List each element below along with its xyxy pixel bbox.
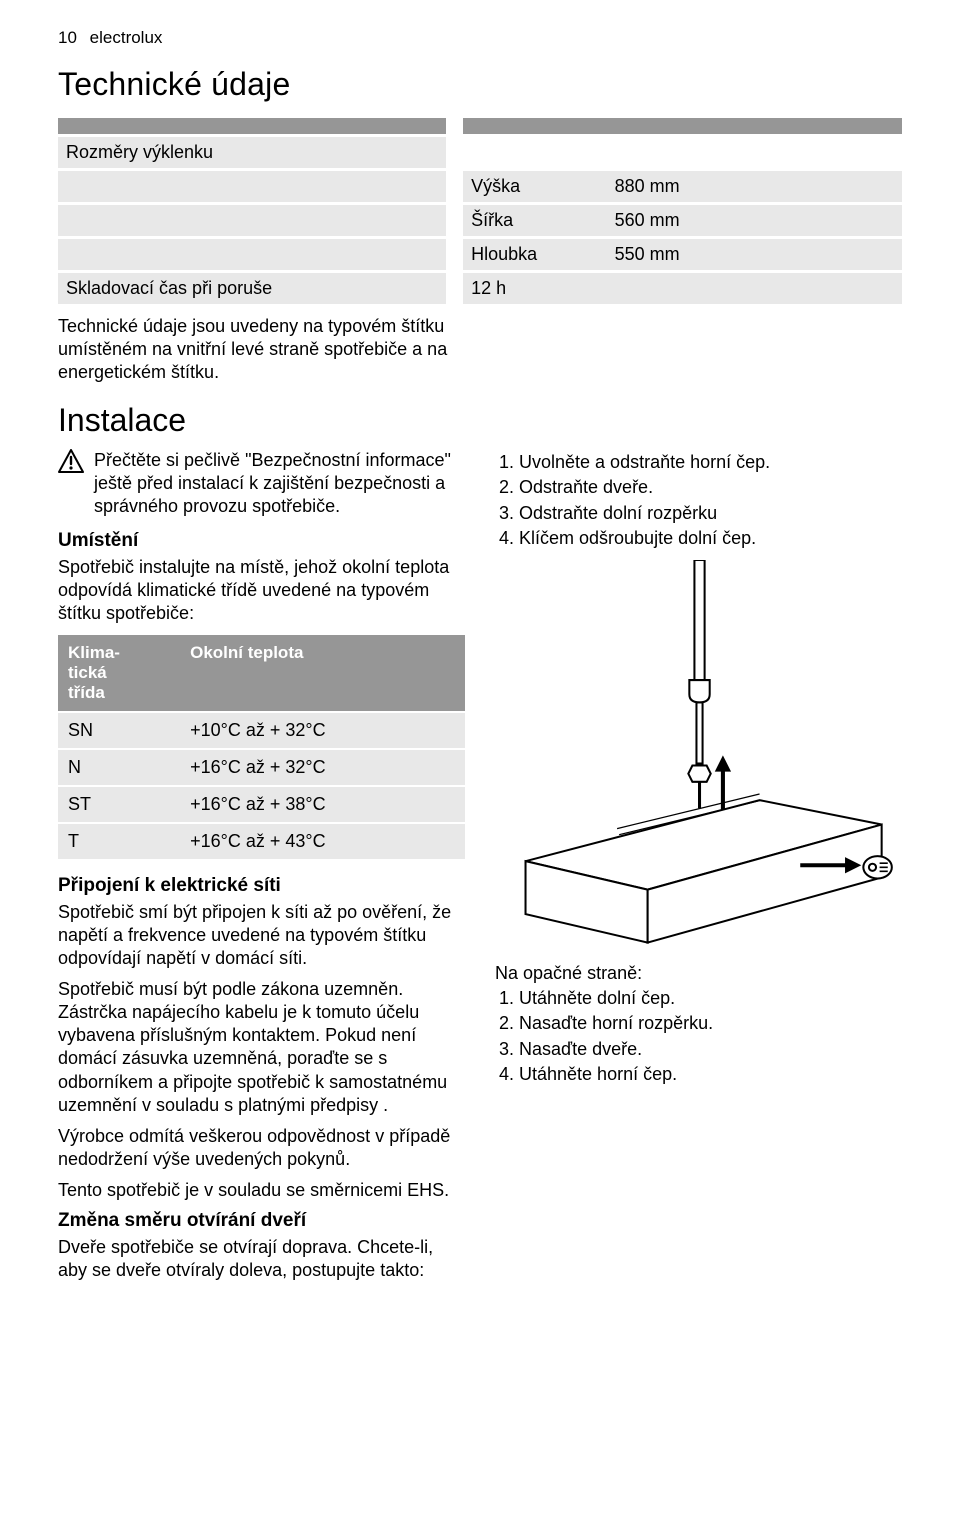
electrical-p4: Tento spotřebič je v souladu se směrnice… bbox=[58, 1179, 465, 1202]
climate-temp: +10°C až + 32°C bbox=[180, 713, 465, 748]
warning-text: Přečtěte si pečlivě "Bezpečnostní inform… bbox=[94, 449, 465, 518]
spec-row-label: Šířka bbox=[463, 205, 606, 236]
tech-data-title: Technické údaje bbox=[58, 66, 902, 103]
step: Odstraňte dolní rozpěrku bbox=[519, 501, 902, 525]
opposite-label: Na opačné straně: bbox=[495, 963, 902, 984]
install-title: Instalace bbox=[58, 402, 902, 439]
climate-class: T bbox=[58, 824, 180, 859]
spec-row-value: 880 mm bbox=[607, 171, 902, 202]
page-number: 10 bbox=[58, 28, 77, 47]
step: Utáhněte horní čep. bbox=[519, 1062, 902, 1086]
climate-temp: +16°C až + 32°C bbox=[180, 750, 465, 785]
fit-steps: Utáhněte dolní čep. Nasaďte horní rozpěr… bbox=[495, 986, 902, 1086]
placement-head: Umístění bbox=[58, 530, 465, 552]
climate-temp: +16°C až + 38°C bbox=[180, 787, 465, 822]
warning-icon bbox=[58, 449, 84, 478]
climate-class: N bbox=[58, 750, 180, 785]
climate-col2: Okolní teplota bbox=[180, 635, 465, 711]
electrical-p3: Výrobce odmítá veškerou odpovědnost v př… bbox=[58, 1125, 465, 1171]
storage-label: Skladovací čas při poruše bbox=[58, 273, 446, 304]
step: Nasaďte horní rozpěrku. bbox=[519, 1011, 902, 1035]
climate-temp: +16°C až + 43°C bbox=[180, 824, 465, 859]
spec-table: Rozměry výklenku Výška 880 mm Šířka 560 … bbox=[58, 115, 902, 307]
climate-col1: Klima-tickátřída bbox=[58, 635, 180, 711]
climate-class: SN bbox=[58, 713, 180, 748]
door-head: Změna směru otvírání dveří bbox=[58, 1210, 465, 1232]
step: Odstraňte dveře. bbox=[519, 475, 902, 499]
climate-class: ST bbox=[58, 787, 180, 822]
step: Uvolněte a odstraňte horní čep. bbox=[519, 450, 902, 474]
door-text: Dveře spotřebiče se otvírají doprava. Ch… bbox=[58, 1236, 465, 1282]
recess-label: Rozměry výklenku bbox=[58, 137, 446, 168]
spec-row-label: Hloubka bbox=[463, 239, 606, 270]
spec-row-value: 550 mm bbox=[607, 239, 902, 270]
step: Utáhněte dolní čep. bbox=[519, 986, 902, 1010]
step: Klíčem odšroubujte dolní čep. bbox=[519, 526, 902, 550]
remove-steps: Uvolněte a odstraňte horní čep. Odstraňt… bbox=[495, 450, 902, 550]
spec-row-label: Výška bbox=[463, 171, 606, 202]
placement-text: Spotřebič instalujte na místě, jehož oko… bbox=[58, 556, 465, 625]
step: Nasaďte dveře. bbox=[519, 1037, 902, 1061]
climate-table: Klima-tickátřída Okolní teplota SN+10°C … bbox=[58, 633, 465, 861]
electrical-head: Připojení k elektrické síti bbox=[58, 875, 465, 897]
electrical-p1: Spotřebič smí být připojen k síti až po … bbox=[58, 901, 465, 970]
page-header: 10 electrolux bbox=[58, 28, 902, 48]
door-diagram bbox=[495, 560, 902, 947]
electrical-p2: Spotřebič musí být podle zákona uzemněn.… bbox=[58, 978, 465, 1116]
spec-note: Technické údaje jsou uvedeny na typovém … bbox=[58, 315, 488, 384]
brand: electrolux bbox=[90, 28, 163, 47]
storage-value: 12 h bbox=[463, 273, 902, 304]
spec-row-value: 560 mm bbox=[607, 205, 902, 236]
